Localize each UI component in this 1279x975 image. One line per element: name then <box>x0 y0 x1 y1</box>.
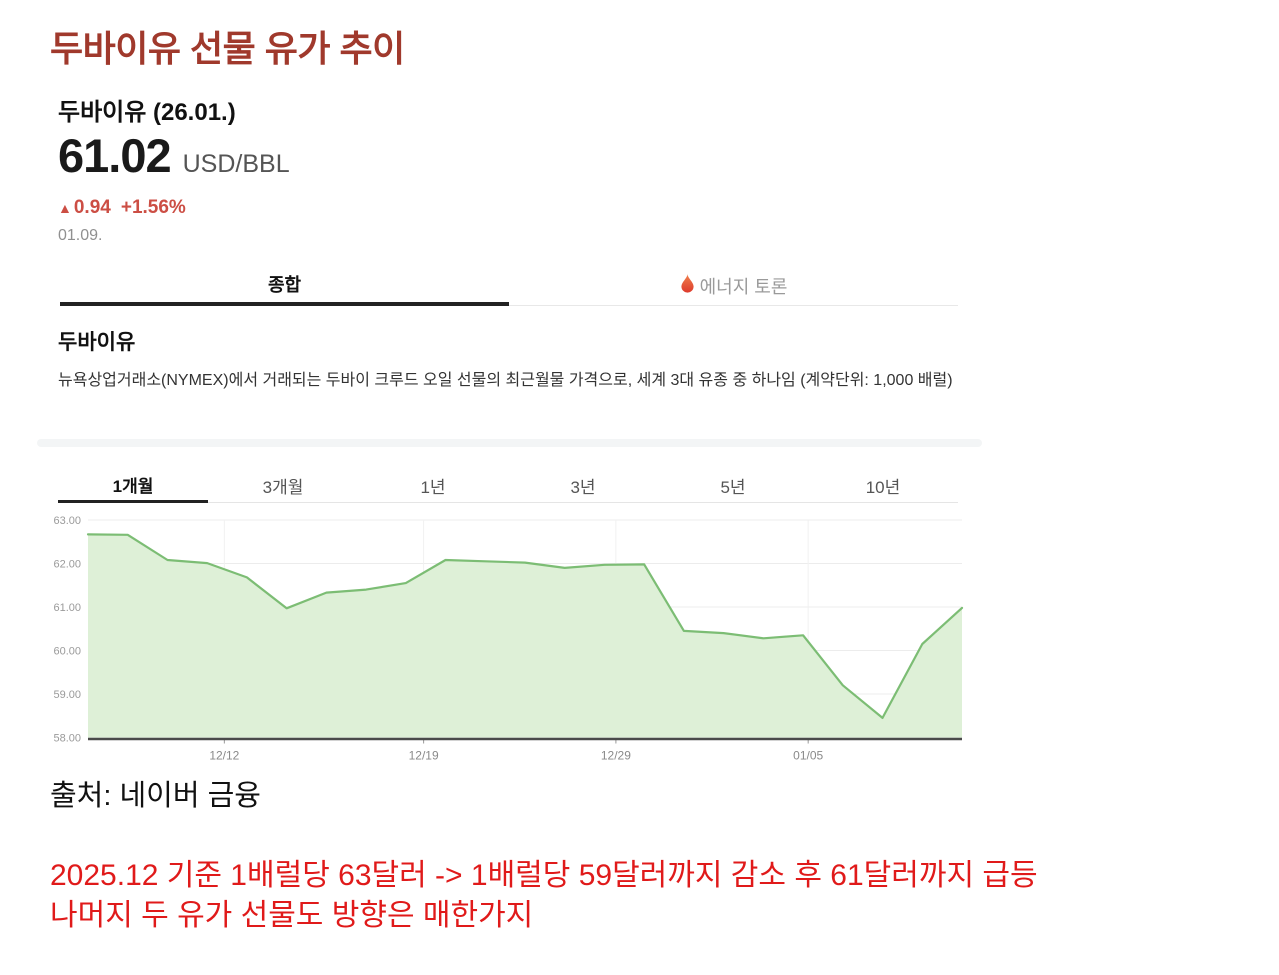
period-tab-10year[interactable]: 10년 <box>808 468 958 503</box>
period-tab-3month[interactable]: 3개월 <box>208 468 358 503</box>
price-unit: USD/BBL <box>182 150 290 178</box>
change-value: 0.94 <box>73 197 111 218</box>
current-price: 61.02 <box>58 129 172 182</box>
svg-text:12/19: 12/19 <box>409 749 439 763</box>
svg-text:63.00: 63.00 <box>53 515 81 527</box>
flame-icon <box>680 273 695 298</box>
commentary: 2025.12 기준 1배럴당 63달러 -> 1배럴당 59달러까지 감소 후… <box>50 856 1265 936</box>
tab-energy-discussion[interactable]: 에너지 토론 <box>509 266 958 306</box>
change-percent: +1.56% <box>120 197 186 218</box>
svg-text:58.00: 58.00 <box>53 733 81 745</box>
period-tab-3year[interactable]: 3년 <box>508 468 658 503</box>
quote-date: 01.09. <box>58 227 103 244</box>
svg-text:12/12: 12/12 <box>209 749 239 763</box>
instrument-description: 뉴욕상업거래소(NYMEX)에서 거래되는 두바이 크루드 오일 선물의 최근월… <box>58 372 953 389</box>
price-chart[interactable]: 63.00 62.00 61.00 60.00 59.00 58.00 12/12 12/19… <box>37 512 965 770</box>
section-heading: 두바이유 <box>58 331 136 354</box>
svg-text:01/05: 01/05 <box>793 749 823 763</box>
svg-text:61.00: 61.00 <box>53 602 81 614</box>
svg-text:62.00: 62.00 <box>53 559 81 571</box>
tab-overview-label: 종합 <box>267 275 302 295</box>
source-caption: 출처: 네이버 금융 <box>50 780 261 812</box>
period-tab-5year[interactable]: 5년 <box>658 468 808 503</box>
instrument-name: 두바이유 (26.01.) <box>58 99 236 126</box>
page-title: 두바이유 선물 유가 추이 <box>50 28 405 69</box>
section-divider <box>37 439 982 447</box>
main-tabs: 종합 에너지 토론 <box>60 266 958 306</box>
price-change: ▲ 0.94 +1.56% <box>58 197 186 219</box>
tab-energy-discussion-label: 에너지 토론 <box>699 276 788 297</box>
commentary-line-1: 2025.12 기준 1배럴당 63달러 -> 1배럴당 59달러까지 감소 후… <box>50 859 1038 892</box>
period-tab-1year[interactable]: 1년 <box>358 468 508 503</box>
tab-overview[interactable]: 종합 <box>60 266 509 306</box>
period-tab-1month[interactable]: 1개월 <box>58 468 208 503</box>
chart-period-tabs: 1개월 3개월 1년 3년 5년 10년 <box>58 468 958 503</box>
price-row: 61.02 USD/BBL <box>58 128 290 183</box>
svg-text:12/29: 12/29 <box>601 749 631 763</box>
svg-text:59.00: 59.00 <box>53 689 81 701</box>
commentary-line-2: 나머지 두 유가 선물도 방향은 매한가지 <box>50 899 534 932</box>
up-arrow-icon: ▲ <box>58 200 72 216</box>
svg-text:60.00: 60.00 <box>53 646 81 658</box>
